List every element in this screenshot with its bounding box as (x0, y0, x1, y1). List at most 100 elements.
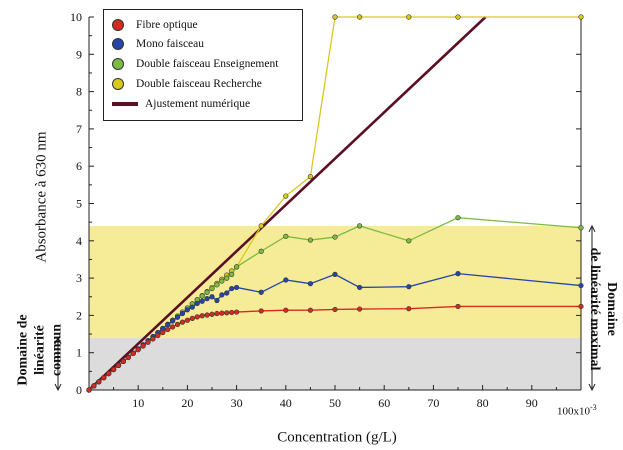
point-fibre-optique (283, 307, 289, 313)
point-fibre-optique (135, 347, 141, 353)
y-tick-label: 2 (76, 308, 82, 322)
legend-label-ajustement-numerique: Ajustement numérique (145, 98, 251, 110)
point-fibre-optique (120, 358, 127, 364)
point-fibre-optique (184, 317, 190, 323)
band-domaine-de-linearite-commun (89, 337, 581, 390)
legend-label-mono-faisceau: Mono faisceau (136, 38, 205, 50)
x-tick-label: 30 (231, 396, 243, 410)
point-fibre-optique (357, 306, 363, 312)
annotation-left-line-1: Domaine de (15, 314, 31, 386)
point-fibre-optique (332, 306, 338, 313)
point-mono-faisceau (174, 314, 181, 320)
series-fibre-optique (86, 303, 584, 393)
point-fibre-optique (101, 375, 107, 381)
point-double-faisceau-enseignement (258, 248, 264, 254)
x-tick-label: 40 (280, 396, 292, 410)
point-double-faisceau-enseignement (224, 275, 230, 281)
point-fibre-optique (110, 366, 117, 373)
point-mono-faisceau (179, 310, 186, 317)
annotation-domaine-maximal: Domaine de linéarité maximal (586, 248, 620, 371)
point-double-faisceau-enseignement (283, 233, 289, 239)
x-tick-label: 50 (329, 396, 341, 410)
point-double-faisceau-enseignement (229, 271, 235, 277)
point-mono-faisceau (204, 296, 210, 302)
annotation-right-line-2: de linéarité maximal (587, 247, 602, 371)
legend-label-double-faisceau-recherche: Double faisceau Recherche (136, 78, 262, 90)
legend-item-ajustement-numerique: Ajustement numérique (112, 96, 251, 112)
y-tick-label: 4 (76, 234, 82, 248)
point-mono-faisceau (219, 292, 225, 298)
bracket-domaine-maximal (588, 224, 596, 392)
point-fibre-optique (234, 309, 240, 315)
point-mono-faisceau (332, 271, 338, 277)
x-tick-label: 20 (181, 396, 193, 410)
point-fibre-optique (179, 319, 186, 325)
point-fibre-optique (91, 383, 97, 389)
annotation-domaine-commun: Domaine de linéarité commun (15, 314, 66, 385)
point-fibre-optique (86, 387, 92, 393)
x-axis-unit-label: 100x10-3 (557, 403, 597, 418)
point-double-faisceau-enseignement (214, 282, 220, 288)
x-axis-label: Concentration (g/L) (277, 429, 397, 446)
point-double-faisceau-enseignement (234, 264, 240, 270)
point-fibre-optique (165, 326, 171, 333)
point-double-faisceau-enseignement (209, 285, 215, 292)
point-fibre-optique (145, 339, 151, 345)
point-mono-faisceau (357, 284, 363, 291)
fit-line-ajustement-numerique (88, 16, 487, 391)
annotation-left-line-3: commun (49, 323, 65, 377)
point-fibre-optique (170, 324, 176, 330)
x-tick-label: 10 (132, 396, 144, 410)
point-fibre-optique (204, 312, 210, 318)
point-mono-faisceau (199, 298, 205, 304)
point-mono-faisceau (283, 277, 289, 283)
point-fibre-optique (219, 310, 225, 316)
x-axis-unit-exponent: -3 (590, 403, 597, 412)
point-mono-faisceau (170, 318, 176, 324)
annotation-left-line-2: linéarité (32, 325, 48, 375)
point-mono-faisceau (229, 285, 235, 292)
x-tick-label: 70 (427, 396, 439, 410)
point-double-faisceau-recherche (307, 174, 314, 180)
point-mono-faisceau (224, 290, 230, 296)
x-tick-label: 60 (378, 396, 390, 410)
point-fibre-optique (125, 354, 131, 361)
y-tick-label: 3 (76, 271, 82, 285)
point-fibre-optique (307, 307, 314, 313)
x-tick-label: 90 (526, 396, 538, 410)
y-tick-label: 5 (76, 197, 82, 211)
point-fibre-optique (115, 362, 122, 368)
y-tick-label: 7 (76, 122, 82, 136)
point-mono-faisceau (578, 282, 584, 289)
legend-marker-fibre-optique (112, 19, 124, 31)
legend-label-double-faisceau-enseignement: Double faisceau Enseignement (136, 58, 279, 70)
point-fibre-optique (189, 315, 195, 321)
point-double-faisceau-enseignement (332, 234, 338, 240)
point-fibre-optique (96, 379, 102, 385)
x-axis-unit-base: 100x10 (557, 405, 590, 418)
point-fibre-optique (160, 329, 166, 336)
legend-label-fibre-optique: Fibre optique (136, 19, 198, 31)
point-mono-faisceau (165, 322, 171, 328)
point-fibre-optique (578, 303, 584, 310)
point-double-faisceau-recherche (258, 223, 264, 229)
point-mono-faisceau (189, 304, 195, 310)
point-double-faisceau-enseignement (307, 237, 314, 243)
annotation-right-line-1: Domaine (604, 282, 619, 336)
legend-marker-double-faisceau-recherche (112, 78, 124, 90)
legend-line-ajustement-numerique (112, 102, 138, 106)
y-tick-label: 6 (76, 159, 82, 173)
legend-item-fibre-optique: Fibre optique (112, 17, 198, 33)
point-fibre-optique (199, 313, 205, 319)
y-tick-label: 8 (76, 85, 82, 99)
legend: Fibre optique Mono faisceau Double faisc… (103, 9, 303, 121)
point-mono-faisceau (194, 300, 200, 307)
point-fibre-optique (224, 310, 230, 316)
legend-item-double-faisceau-enseignement: Double faisceau Enseignement (112, 56, 278, 72)
point-mono-faisceau (209, 294, 215, 300)
bracket-domaine-commun (54, 336, 62, 392)
point-mono-faisceau (406, 284, 412, 290)
point-double-faisceau-enseignement (199, 293, 205, 299)
point-double-faisceau-recherche (406, 14, 412, 20)
legend-marker-mono-faisceau (112, 38, 124, 50)
